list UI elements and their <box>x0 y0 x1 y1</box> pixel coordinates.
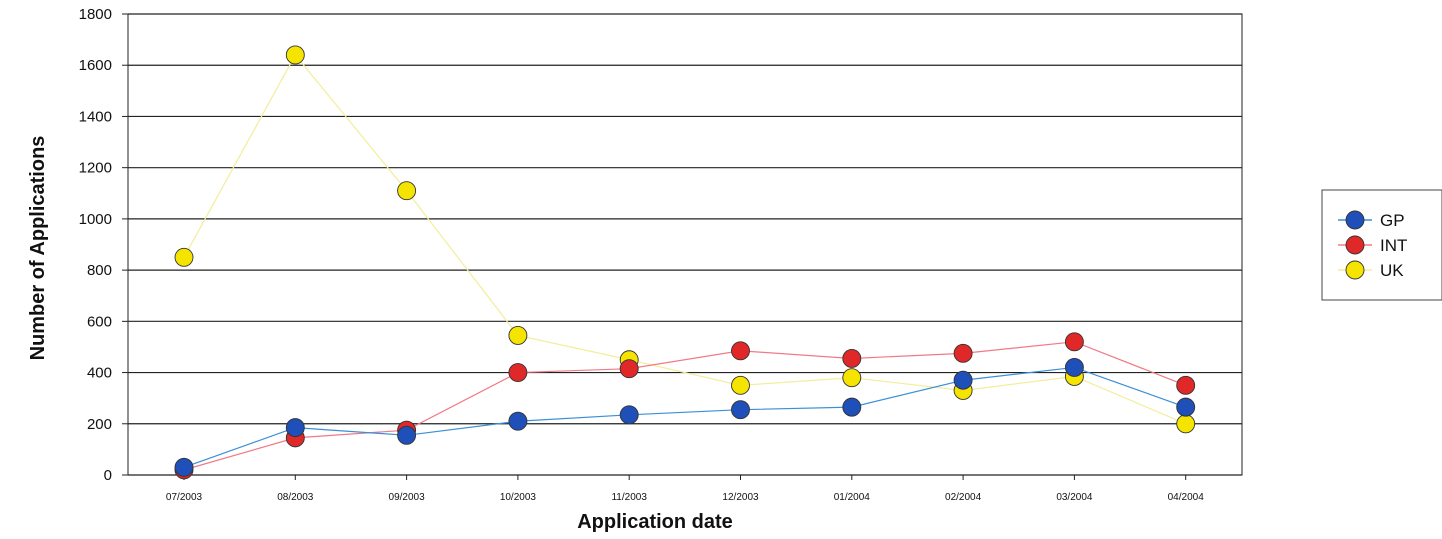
data-point-uk <box>285 45 305 65</box>
data-point-int <box>731 341 750 361</box>
data-point-int <box>1064 332 1084 352</box>
series-line-gp <box>183 366 1186 468</box>
series-line-uk <box>183 53 1186 425</box>
x-tick-label: 08/2003 <box>277 492 314 503</box>
y-tick-labels: 0 200 400 600 800 1000 1200 1400 1600 1800 <box>79 6 112 484</box>
legend-label-gp: GP <box>1380 211 1405 230</box>
data-point-gp <box>1064 357 1084 377</box>
y-tick-label: 1400 <box>79 108 112 125</box>
y-tick-label: 600 <box>87 313 112 330</box>
y-tick-label: 800 <box>87 262 112 279</box>
data-point-uk <box>1176 414 1196 434</box>
legend: GP INT UK <box>1321 189 1442 301</box>
x-tick-label: 03/2004 <box>1056 492 1093 503</box>
series-layer <box>174 45 1196 480</box>
y-tick-label: 1200 <box>79 160 112 177</box>
y-tick-label: 0 <box>104 467 112 484</box>
legend-marker-int <box>1345 235 1365 255</box>
y-tick-label: 1600 <box>79 57 112 74</box>
y-axis-title: Number of Applications <box>27 136 49 361</box>
data-point-gp <box>397 425 417 445</box>
x-tick-label: 02/2004 <box>945 492 982 503</box>
data-point-gp <box>508 411 528 431</box>
y-tick-label: 1800 <box>79 6 112 23</box>
x-tick-label: 09/2003 <box>389 492 426 503</box>
data-point-gp <box>1176 397 1196 417</box>
x-axis-title: Application date <box>577 511 733 533</box>
plot-area <box>127 13 1243 476</box>
x-tick-label: 01/2004 <box>834 492 871 503</box>
data-point-gp <box>731 400 750 420</box>
x-tick-label: 12/2003 <box>722 492 759 503</box>
data-point-gp <box>174 457 194 477</box>
data-point-int <box>619 359 639 379</box>
data-point-int <box>953 343 973 363</box>
data-point-gp <box>285 418 305 438</box>
legend-label-int: INT <box>1380 236 1407 255</box>
data-point-int <box>1176 375 1196 395</box>
x-tick-label: 11/2003 <box>611 492 647 503</box>
x-tick-label: 07/2003 <box>166 492 203 503</box>
legend-label-uk: UK <box>1380 261 1404 280</box>
y-tick-label: 200 <box>87 416 112 433</box>
data-point-uk <box>397 181 417 201</box>
data-point-uk <box>731 375 750 395</box>
data-point-uk <box>842 368 862 388</box>
series-line-int <box>183 341 1186 471</box>
legend-marker-gp <box>1345 210 1365 230</box>
x-tick-labels: 07/2003 08/2003 09/2003 10/2003 11/2003 12/20… <box>166 492 1204 503</box>
y-tick-label: 400 <box>87 365 112 382</box>
data-point-gp <box>619 405 639 425</box>
data-point-gp <box>953 370 973 390</box>
legend-marker-uk <box>1345 260 1365 280</box>
y-tick-label: 1000 <box>79 211 112 228</box>
x-tick-label: 04/2004 <box>1168 492 1205 503</box>
data-point-uk <box>508 325 528 345</box>
data-point-int <box>842 349 862 368</box>
data-point-uk <box>174 247 194 267</box>
data-point-gp <box>842 397 862 417</box>
x-tick-label: 10/2003 <box>500 492 537 503</box>
data-point-int <box>508 363 528 383</box>
